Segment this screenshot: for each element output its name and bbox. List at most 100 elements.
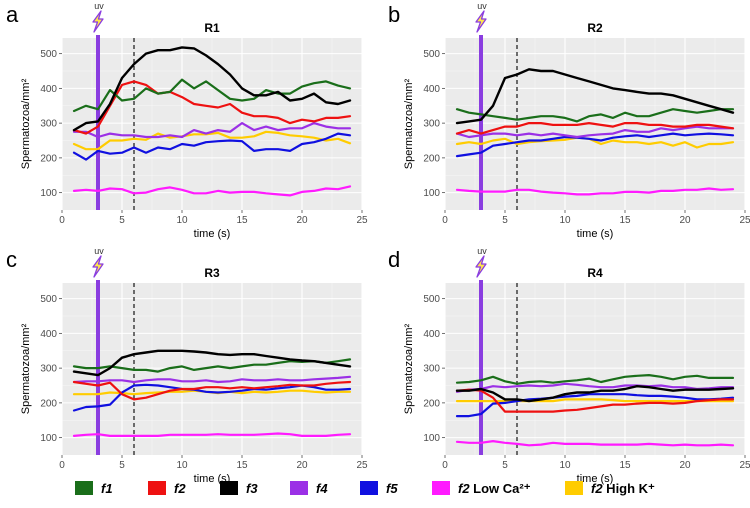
series-line-f4 <box>72 121 352 139</box>
panel-letter: d <box>388 247 400 272</box>
series-line-f3 <box>72 349 352 377</box>
y-tick-label: 100 <box>423 433 440 444</box>
series-line-f2 <box>72 80 352 135</box>
legend-swatch <box>432 481 450 495</box>
panel-d: d 0 5 10 15 20 25 100 200 300 400 500 time (s) Sperma… <box>388 246 750 485</box>
y-tick-label: 100 <box>40 433 57 444</box>
y-tick-label: 400 <box>40 84 57 95</box>
x-tick-label: 20 <box>679 460 691 471</box>
y-axis-title: Spermatozoa/mm² <box>403 323 415 414</box>
legend-label: f2 Low Ca²⁺ <box>458 481 531 496</box>
legend-swatch <box>290 481 308 495</box>
series-line-lowca <box>455 187 735 196</box>
y-tick-label: 500 <box>40 49 57 60</box>
legend-series-suffix: High K⁺ <box>603 481 655 496</box>
series-line-highk <box>455 136 735 149</box>
x-tick-label: 0 <box>59 460 65 471</box>
x-tick-label: 15 <box>619 460 631 471</box>
y-axis-title: Spermatozoa/mm² <box>20 323 32 414</box>
x-tick-label: 5 <box>502 460 508 471</box>
x-tick-label: 5 <box>119 215 125 226</box>
series-line-highk <box>455 398 735 403</box>
lightning-icon <box>475 10 487 33</box>
y-tick-label: 500 <box>423 49 440 60</box>
legend-series-name: f2 <box>591 481 603 496</box>
uv-label: uv <box>94 1 104 11</box>
legend-series-name: f1 <box>101 481 113 496</box>
panel-a: a 0 5 10 15 20 25 100 200 300 400 500 time (s) Sperma… <box>6 1 368 240</box>
legend-series-name: f3 <box>246 481 258 496</box>
y-tick-label: 100 <box>423 188 440 199</box>
x-tick-label: 0 <box>59 215 65 226</box>
x-axis-title: time (s) <box>194 228 231 240</box>
lightning-icon <box>92 255 104 278</box>
y-tick-label: 400 <box>423 84 440 95</box>
x-tick-label: 15 <box>236 215 248 226</box>
legend-series-name: f5 <box>386 481 398 496</box>
series-line-f2 <box>455 121 735 135</box>
uv-label: uv <box>477 246 487 256</box>
series-line-f1 <box>455 374 735 385</box>
legend-label: f5 <box>386 481 398 496</box>
x-tick-label: 10 <box>559 460 571 471</box>
legend-swatch <box>75 481 93 495</box>
legend-series-name: f2 <box>174 481 186 496</box>
y-axis-title: Spermatozoa/mm² <box>20 78 32 169</box>
panel-title: R1 <box>204 21 220 35</box>
panel-b: b 0 5 10 15 20 25 100 200 300 400 500 time (s) Sperma… <box>388 1 750 240</box>
legend: f1 f2 f3 f4 f5 f2 Low Ca²⁺ f2 High K⁺ <box>75 481 655 496</box>
series-line-lowca <box>455 440 735 447</box>
x-tick-label: 10 <box>176 460 188 471</box>
y-tick-label: 200 <box>40 398 57 409</box>
panel-letter: a <box>6 2 19 27</box>
y-tick-label: 300 <box>423 364 440 375</box>
x-tick-label: 10 <box>559 215 571 226</box>
legend-label: f3 <box>246 481 258 496</box>
series-line-f5 <box>455 132 735 158</box>
legend-item-lowca: f2 Low Ca²⁺ <box>432 481 531 496</box>
series-line-f1 <box>72 78 352 113</box>
series-line-highk <box>72 130 352 151</box>
y-axis-title: Spermatozoa/mm² <box>403 78 415 169</box>
y-tick-label: 300 <box>423 119 440 130</box>
legend-label: f2 <box>174 481 186 496</box>
uv-label: uv <box>94 246 104 256</box>
series-line-f1 <box>455 108 735 123</box>
legend-label: f2 High K⁺ <box>591 481 655 496</box>
legend-series-name: f2 <box>458 481 470 496</box>
y-tick-label: 200 <box>40 153 57 164</box>
y-tick-label: 300 <box>40 364 57 375</box>
panel-title: R3 <box>204 266 220 280</box>
legend-item-f2: f2 <box>148 481 186 496</box>
series-line-lowca <box>72 185 352 197</box>
legend-swatch <box>220 481 238 495</box>
panel-title: R4 <box>587 266 603 280</box>
lightning-icon <box>475 255 487 278</box>
legend-swatch <box>360 481 378 495</box>
series-line-f4 <box>455 382 735 393</box>
panel-title: R2 <box>587 21 603 35</box>
legend-swatch <box>565 481 583 495</box>
series-line-f5 <box>455 393 735 418</box>
x-tick-label: 25 <box>356 215 368 226</box>
y-tick-label: 100 <box>40 188 57 199</box>
legend-item-f3: f3 <box>220 481 258 496</box>
series-line-f3 <box>455 385 735 403</box>
x-tick-label: 20 <box>296 215 308 226</box>
y-tick-label: 500 <box>423 294 440 305</box>
legend-item-f4: f4 <box>290 481 328 496</box>
series-line-f3 <box>455 68 735 125</box>
y-tick-label: 500 <box>40 294 57 305</box>
legend-label: f1 <box>101 481 113 496</box>
x-tick-label: 25 <box>356 460 368 471</box>
x-axis-title: time (s) <box>577 228 614 240</box>
legend-series-suffix: Low Ca²⁺ <box>470 481 531 496</box>
series-line-f3 <box>72 46 352 132</box>
legend-label: f4 <box>316 481 328 496</box>
series-line-f4 <box>72 375 352 384</box>
series-line-f2 <box>72 380 352 401</box>
x-axis-title: time (s) <box>577 473 614 485</box>
legend-item-f1: f1 <box>75 481 113 496</box>
lightning-icon <box>92 10 104 33</box>
